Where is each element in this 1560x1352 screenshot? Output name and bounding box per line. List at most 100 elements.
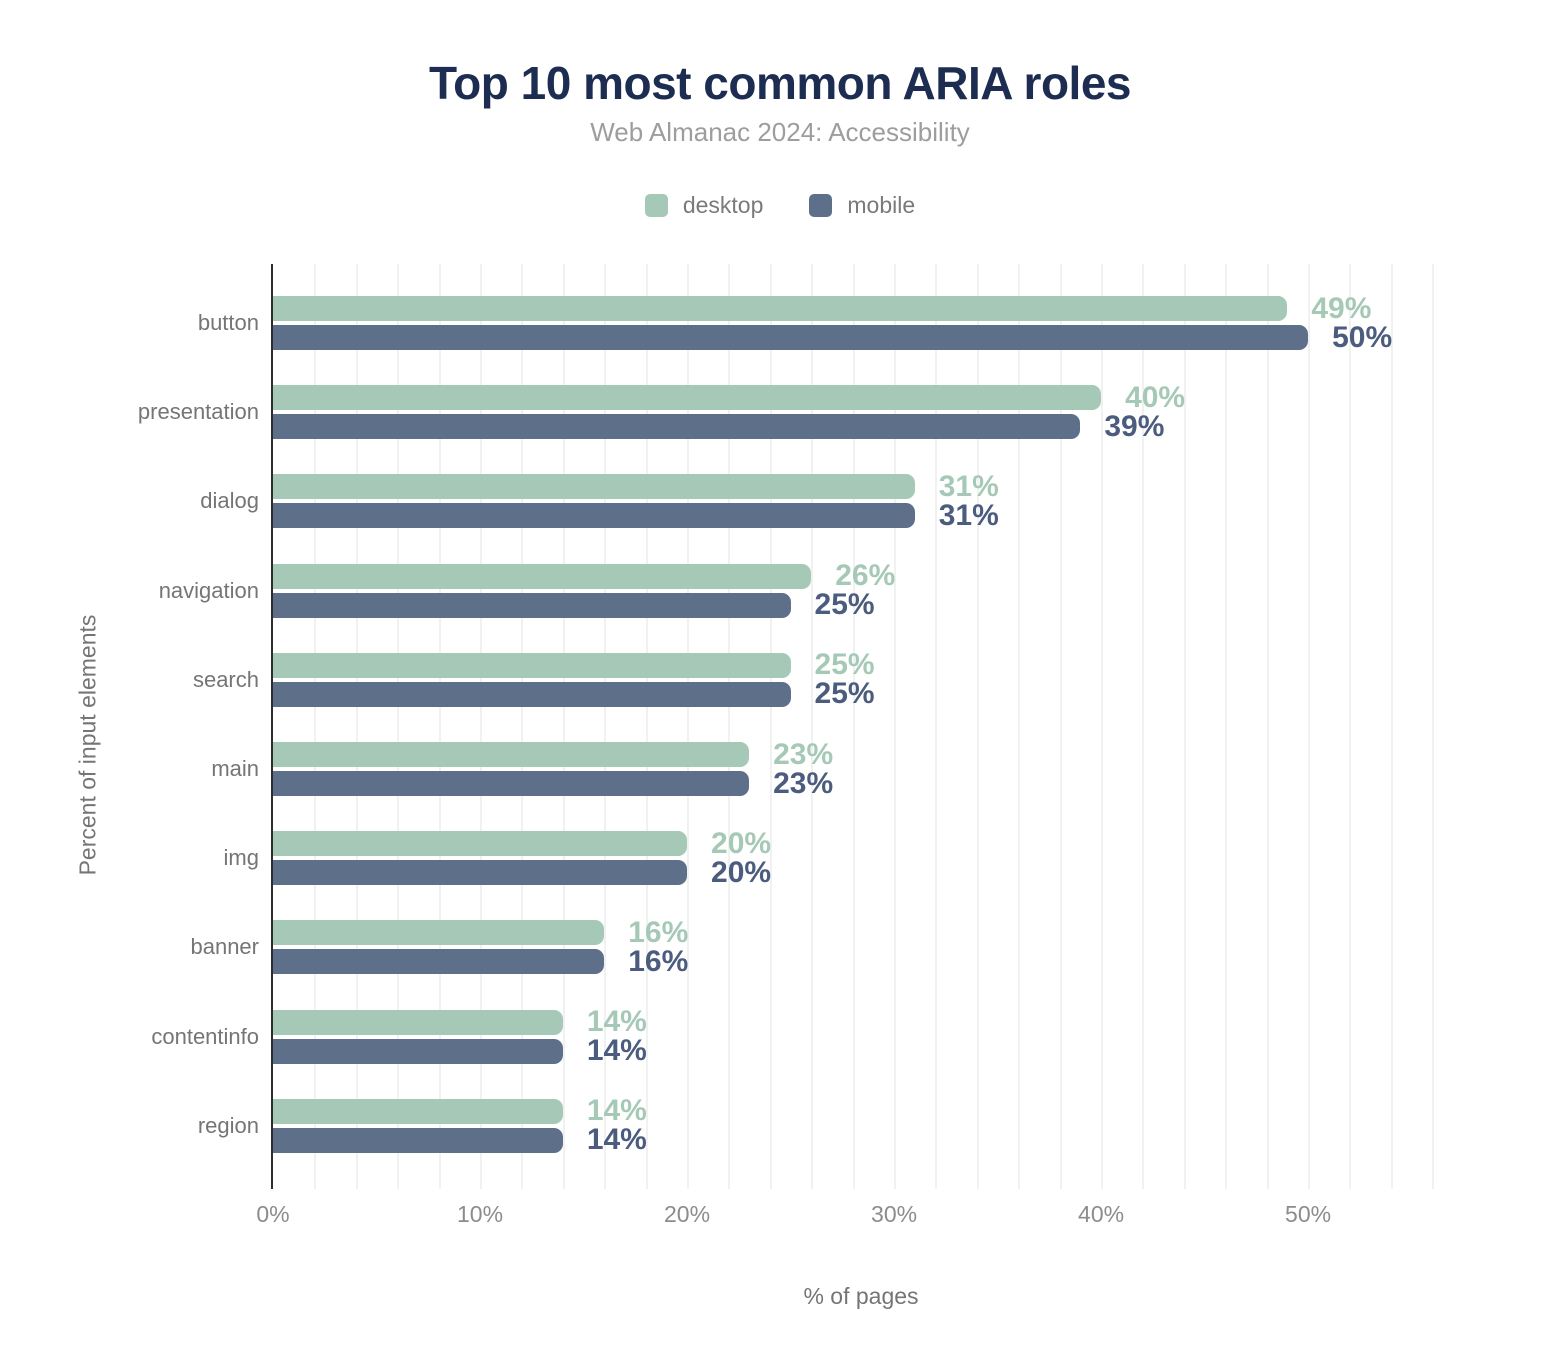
gridline (1225, 264, 1228, 1189)
bar-group: navigation 26% 25% (159, 559, 1453, 621)
bar-group: region 14% 14% (198, 1094, 1453, 1156)
gridline (645, 264, 648, 1189)
bar-row-mobile: 50% (273, 321, 1453, 354)
bar-desktop (273, 652, 791, 678)
category-label: presentation (137, 399, 259, 425)
gridline (1266, 264, 1269, 1189)
bar-row-mobile: 23% (273, 767, 1453, 800)
bar-group: img 20% 20% (224, 827, 1453, 889)
bar-desktop (273, 742, 750, 767)
value-label-desktop: 25% (814, 648, 875, 682)
value-label-desktop: 26% (835, 559, 896, 593)
gridline (852, 264, 855, 1189)
gridline (769, 264, 772, 1189)
legend-item-desktop: desktop (644, 192, 763, 219)
x-axis-tick: 30% (871, 1201, 918, 1227)
category-label: img (223, 845, 259, 871)
bar-row-desktop: 31% (273, 470, 1453, 503)
bar-row-desktop: 26% (273, 559, 1453, 592)
value-label-desktop: 16% (628, 915, 689, 949)
bar-row-desktop: 49% (273, 292, 1453, 325)
legend: desktop mobile (0, 192, 1560, 219)
value-label-mobile: 14% (586, 1034, 647, 1068)
value-label-desktop: 23% (773, 737, 834, 771)
value-label-mobile: 14% (586, 1123, 647, 1157)
bar-desktop (273, 1009, 563, 1035)
value-label-mobile: 16% (628, 944, 689, 978)
bar-row-mobile: 14% (273, 1123, 1453, 1156)
bar-mobile (273, 949, 605, 975)
bar-desktop (273, 920, 605, 946)
gridline (438, 264, 441, 1189)
bar-row-desktop: 16% (273, 916, 1453, 949)
bar-desktop (273, 831, 688, 857)
bar-mobile (273, 860, 688, 886)
x-axis-title: % of pages (803, 1283, 919, 1309)
legend-item-mobile: mobile (809, 192, 915, 219)
x-axis-tick: 50% (1285, 1201, 1332, 1227)
bar-mobile (273, 681, 791, 707)
bar-group: button 49% 50% (198, 292, 1453, 354)
value-label-mobile: 23% (773, 766, 834, 800)
gridline (1183, 264, 1186, 1189)
gridline (1432, 264, 1435, 1189)
bar-desktop (273, 563, 812, 589)
x-axis-tick: 10% (456, 1201, 504, 1227)
bar-mobile (273, 771, 750, 796)
bar-row-mobile: 16% (273, 945, 1453, 978)
value-label-desktop: 14% (586, 1094, 647, 1128)
bar-mobile (273, 325, 1309, 350)
value-label-desktop: 49% (1311, 291, 1372, 325)
x-axis-tick: 0% (256, 1201, 290, 1227)
value-label-desktop: 40% (1125, 380, 1186, 414)
bar-row-mobile: 20% (273, 856, 1453, 889)
x-axis-tick: 40% (1078, 1201, 1125, 1227)
bar-mobile (273, 414, 1081, 440)
gridline (480, 264, 483, 1189)
gridline (728, 264, 731, 1189)
bar-row-mobile: 39% (273, 410, 1453, 443)
gridline (604, 264, 607, 1189)
bar-row-desktop: 14% (273, 1094, 1453, 1127)
chart-title: Top 10 most common ARIA roles (428, 57, 1132, 109)
bar-group: contentinfo 14% 14% (151, 1005, 1453, 1067)
gridline (1101, 264, 1104, 1189)
category-label: main (211, 756, 259, 781)
gridline (1018, 264, 1021, 1189)
value-label-mobile: 50% (1332, 320, 1393, 354)
legend-swatch-mobile-icon (809, 194, 833, 217)
value-label-desktop: 20% (711, 826, 772, 860)
bar-row-desktop: 20% (273, 827, 1453, 860)
gridline (1059, 264, 1062, 1189)
bar-group: search 25% 25% (193, 648, 1453, 710)
bar-row-desktop: 25% (273, 648, 1453, 681)
chart-subtitle: Web Almanac 2024: Accessibility (590, 117, 970, 147)
gridline (1349, 264, 1352, 1189)
gridline (1390, 264, 1393, 1189)
value-label-desktop: 14% (586, 1005, 647, 1039)
bar-row-mobile: 25% (273, 588, 1453, 621)
category-label: banner (190, 934, 259, 960)
legend-swatch-desktop-icon (644, 194, 668, 217)
category-label: contentinfo (151, 1023, 259, 1049)
gridline (894, 264, 897, 1189)
gridline (521, 264, 524, 1189)
value-label-mobile: 25% (814, 588, 875, 622)
bar-row-desktop: 40% (273, 381, 1453, 414)
gridline (935, 264, 938, 1189)
value-label-mobile: 39% (1104, 409, 1165, 443)
gridline (397, 264, 400, 1189)
gridline (355, 264, 358, 1189)
bar-desktop (273, 296, 1288, 321)
y-axis-title: Percent of input elements (74, 614, 101, 876)
bar-group: banner 16% 16% (190, 916, 1453, 978)
gridline (562, 264, 565, 1189)
gridline (1142, 264, 1145, 1189)
bar-desktop (273, 474, 915, 500)
bar-desktop (273, 385, 1102, 411)
category-label: dialog (200, 488, 259, 514)
value-label-mobile: 25% (814, 677, 875, 711)
bar-group: main 23% 23% (211, 738, 1453, 800)
bar-row-desktop: 14% (273, 1005, 1453, 1038)
